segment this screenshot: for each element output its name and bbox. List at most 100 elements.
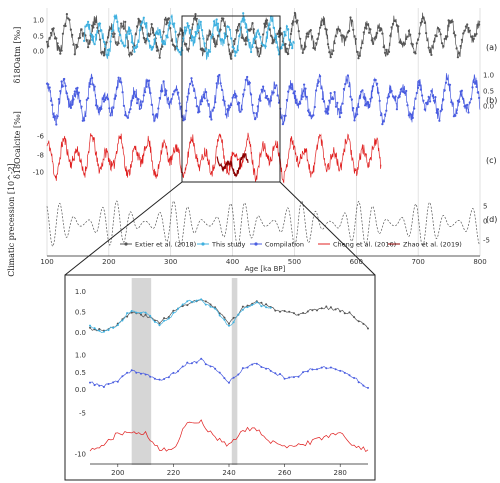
data-point: [205, 91, 208, 94]
data-point: [243, 88, 246, 91]
data-point: [69, 106, 72, 109]
data-point: [254, 118, 257, 121]
data-point: [460, 38, 463, 41]
data-point: [116, 43, 119, 47]
data-point: [55, 37, 58, 40]
inset-data-point: [121, 319, 124, 322]
data-point: [350, 19, 353, 22]
inset-data-point: [167, 316, 170, 318]
data-point: [220, 88, 224, 91]
data-point: [272, 26, 275, 29]
data-point: [442, 45, 445, 48]
data-point: [312, 114, 315, 117]
data-point: [269, 99, 273, 102]
data-point: [102, 100, 106, 103]
data-point: [342, 87, 345, 91]
data-point: [114, 94, 117, 97]
data-point: [198, 37, 201, 40]
data-point: [149, 92, 152, 95]
data-point: [71, 103, 74, 106]
data-point: [208, 32, 212, 36]
data-point: [205, 48, 208, 51]
data-point: [443, 89, 446, 92]
data-point: [242, 93, 245, 96]
data-point: [264, 25, 267, 28]
data-point: [117, 27, 120, 30]
data-point: [161, 45, 164, 48]
inset-ticks: 200 220 240 260 280 1.0 0.5 0.0 1.0 0.5 0.0 -5 -10: [75, 288, 368, 477]
inset-data-point: [343, 371, 346, 374]
inset-data-point: [237, 313, 240, 316]
data-point: [410, 113, 413, 116]
inset-ytick-label: -5: [79, 410, 86, 418]
inset-data-point: [135, 371, 138, 374]
inset-data-point: [311, 368, 314, 371]
data-point: [226, 108, 229, 111]
data-point: [293, 90, 296, 93]
data-point: [397, 25, 400, 28]
data-point: [313, 47, 316, 50]
data-point: [236, 29, 239, 32]
data-point: [232, 39, 235, 43]
data-point: [170, 39, 173, 42]
panel-label-c: (c): [486, 156, 497, 165]
data-point: [417, 38, 420, 41]
panel-label-d: (d): [486, 215, 497, 224]
data-point: [459, 44, 462, 48]
inset-data-point: [93, 384, 96, 387]
data-point: [475, 85, 478, 88]
inset-data-point: [288, 310, 291, 313]
data-point: [215, 18, 218, 21]
data-point: [284, 34, 287, 37]
data-point: [246, 75, 249, 79]
ytick-label-b: 0.0: [483, 103, 494, 111]
data-point: [344, 37, 347, 40]
data-point: [299, 102, 302, 105]
data-point: [349, 95, 352, 98]
data-point: [356, 50, 359, 54]
data-point: [69, 28, 72, 31]
data-point: [322, 23, 326, 26]
data-point: [230, 37, 233, 40]
data-point: [409, 33, 412, 36]
data-point: [149, 44, 152, 47]
data-point: [153, 38, 156, 41]
data-point: [89, 83, 92, 86]
inset-data-point: [353, 377, 356, 379]
data-point: [80, 28, 83, 31]
data-point: [251, 45, 254, 49]
data-point: [259, 47, 262, 50]
data-point: [267, 97, 270, 100]
data-point: [211, 33, 214, 37]
data-point: [407, 29, 410, 33]
data-point: [166, 21, 169, 24]
data-point: [189, 28, 192, 32]
data-point: [87, 46, 90, 49]
data-point: [65, 92, 68, 95]
data-point: [316, 38, 319, 41]
data-point: [382, 120, 385, 123]
data-point: [407, 114, 410, 117]
data-point: [163, 18, 167, 21]
data-point: [338, 116, 341, 119]
data-point: [478, 23, 481, 26]
inset-data-point: [228, 381, 230, 384]
data-point: [212, 106, 216, 109]
data-point: [64, 24, 67, 28]
data-point: [55, 123, 58, 126]
inset-series-line: [89, 299, 271, 333]
data-point: [236, 49, 239, 52]
data-point: [141, 100, 144, 103]
inset-data-point: [200, 357, 203, 360]
data-point: [273, 36, 277, 39]
data-point: [369, 97, 372, 101]
data-point: [158, 56, 161, 59]
data-point: [353, 35, 356, 38]
data-point: [247, 38, 250, 42]
data-point: [264, 45, 267, 48]
inset-data-point: [172, 371, 175, 374]
data-point: [79, 36, 82, 39]
data-point: [183, 26, 186, 29]
data-point: [448, 21, 452, 24]
data-point: [125, 33, 128, 36]
